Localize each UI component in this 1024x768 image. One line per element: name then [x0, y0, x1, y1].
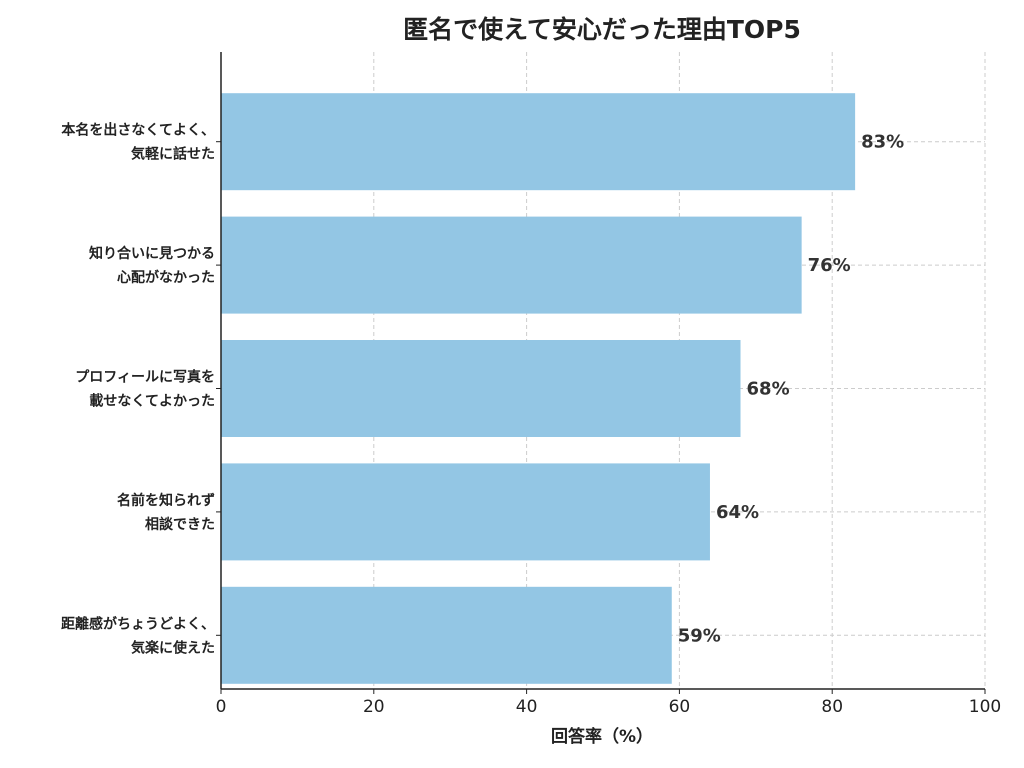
category-label: 気楽に使えた — [131, 639, 215, 656]
category-label: 距離感がちょうどよく、 — [61, 615, 215, 632]
category-label: 気軽に話せた — [131, 146, 215, 163]
bar — [221, 93, 856, 191]
bar — [221, 216, 802, 314]
bar-layer — [221, 93, 856, 684]
bar-value-label: 64% — [716, 502, 759, 523]
chart-title: 匿名で使えて安心だった理由TOP5 — [403, 15, 801, 44]
axis-layer — [216, 52, 986, 694]
category-label: プロフィールに写真を — [75, 369, 215, 386]
bar — [221, 463, 710, 561]
category-label: 本名を出さなくてよく、 — [61, 122, 215, 139]
bar-value-label: 76% — [808, 255, 851, 276]
bar-value-label: 59% — [678, 625, 721, 646]
x-axis-title: 回答率（%） — [551, 726, 653, 747]
bar — [221, 586, 672, 684]
bar-value-label: 68% — [747, 379, 790, 400]
x-tick-label: 0 — [216, 697, 227, 717]
x-tick-label: 40 — [516, 697, 538, 717]
x-tick-label: 20 — [363, 697, 385, 717]
x-tick-label: 80 — [821, 697, 843, 717]
category-label: 心配がなかった — [117, 269, 215, 286]
category-label: 名前を知られず — [117, 492, 215, 509]
category-label: 相談できた — [145, 516, 215, 533]
category-label: 載せなくてよかった — [89, 393, 215, 410]
bar-value-label: 83% — [861, 132, 904, 153]
category-label: 知り合いに見つかる — [89, 245, 215, 262]
x-tick-label: 60 — [669, 697, 691, 717]
bar — [221, 340, 741, 437]
x-tick-label: 100 — [969, 697, 1001, 717]
label-layer: 83% 76% 68% 64% 59% 0 20 40 60 80 100 本名を出さなくてよく、気軽… — [61, 122, 1001, 717]
